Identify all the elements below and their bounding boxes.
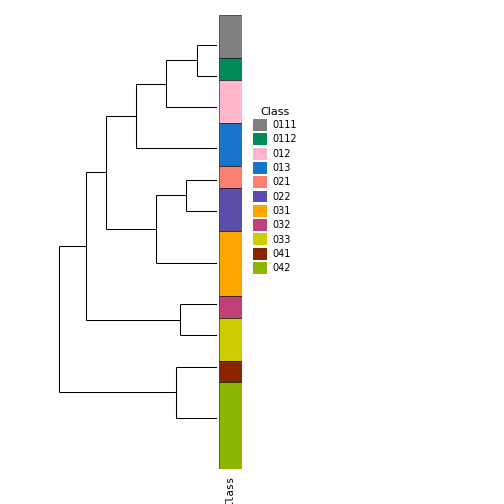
Legend: 0111, 0112, 012, 013, 021, 022, 031, 032, 033, 041, 042: 0111, 0112, 012, 013, 021, 022, 031, 032… (252, 106, 298, 275)
Bar (219, 318, 242, 361)
Bar (219, 383, 242, 469)
Bar (219, 166, 242, 188)
Bar (219, 231, 242, 296)
Bar (219, 123, 242, 166)
Bar (219, 361, 242, 383)
Bar (219, 188, 242, 231)
Text: Class: Class (226, 476, 235, 504)
Bar (219, 296, 242, 318)
Bar (219, 80, 242, 123)
Bar (219, 58, 242, 80)
Bar (219, 15, 242, 58)
